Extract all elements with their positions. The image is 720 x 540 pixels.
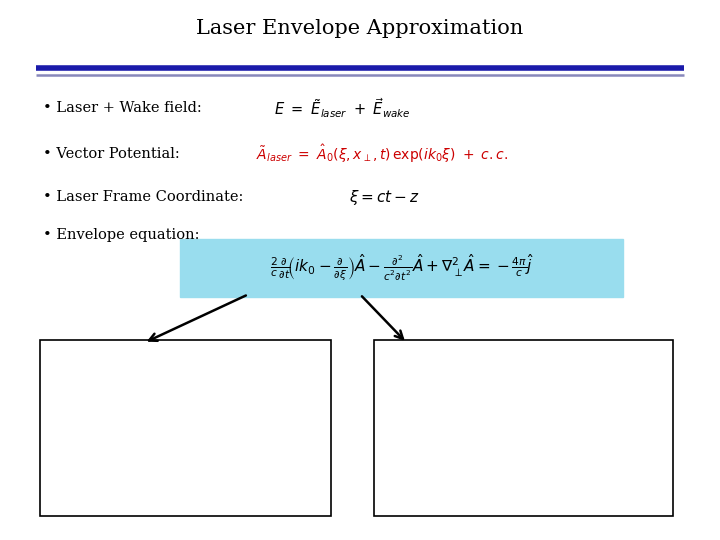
Text: (eliminates Raman back-scatter): (eliminates Raman back-scatter) bbox=[396, 413, 613, 426]
Text: • Laser Frame Coordinate:: • Laser Frame Coordinate: bbox=[43, 190, 243, 204]
Text: Raman Forward: Raman Forward bbox=[112, 389, 216, 402]
Text: $E\ =\ \tilde{E}_{laser}\ +\ \vec{E}_{wake}$: $E\ =\ \tilde{E}_{laser}\ +\ \vec{E}_{wa… bbox=[274, 96, 410, 120]
Text: • Vector Potential:: • Vector Potential: bbox=[43, 147, 180, 161]
FancyBboxPatch shape bbox=[40, 340, 331, 516]
Text: Laser Envelope Approximation: Laser Envelope Approximation bbox=[197, 19, 523, 38]
FancyBboxPatch shape bbox=[374, 340, 673, 516]
Text: • Laser + Wake field:: • Laser + Wake field: bbox=[43, 101, 202, 115]
Text: $\frac{2}{c}\frac{\partial}{\partial t}\!\left(ik_0 - \frac{\partial}{\partial\x: $\frac{2}{c}\frac{\partial}{\partial t}\… bbox=[269, 253, 534, 283]
FancyBboxPatch shape bbox=[180, 239, 623, 297]
Text: • Envelope equation:: • Envelope equation: bbox=[43, 228, 199, 242]
Text: $\xi = ct - z$: $\xi = ct - z$ bbox=[349, 187, 420, 207]
Text: Self phase modulation: Self phase modulation bbox=[112, 416, 261, 429]
Text: Necessary for:: Necessary for: bbox=[61, 359, 157, 372]
Text: Drop: Drop bbox=[396, 383, 430, 397]
Text: $\tilde{A}_{laser}\ =\ \hat{A}_0(\xi, x_\perp, t)\,\exp(ik_0\xi)\ +\ c.c.$: $\tilde{A}_{laser}\ =\ \hat{A}_0(\xi, x_… bbox=[256, 143, 508, 165]
Text: v$_g$ < c: v$_g$ < c bbox=[79, 451, 122, 467]
